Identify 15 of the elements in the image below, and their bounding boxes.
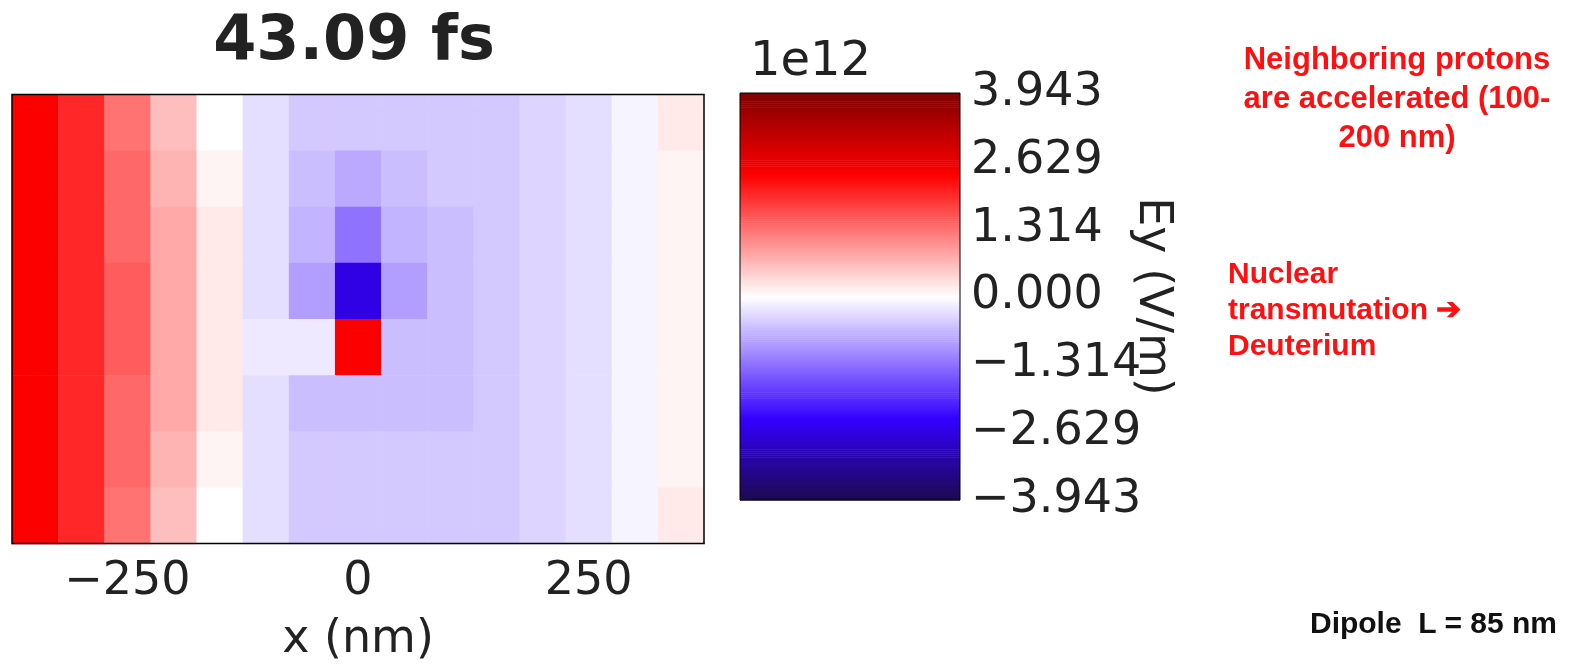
color-bar-label: 2.629 (971, 129, 1103, 184)
color-bar-label: 1.314 (971, 197, 1103, 252)
color-bar-label: 0.000 (971, 265, 1103, 320)
text: 1e12 (750, 30, 872, 86)
x-tick-label: 0 (343, 551, 373, 606)
text: Dipole L = 85 nm (1309, 606, 1557, 640)
x-tick-label: 250 (544, 551, 633, 606)
text: Nuclear transmutation ➔ Deuterium (1228, 255, 1463, 363)
chart-title: 43.09 fs (213, 1, 495, 75)
color-bar-label: −3.943 (971, 468, 1142, 523)
x-axis-title: x (nm) (282, 609, 434, 664)
x-tick-label: −250 (64, 551, 191, 606)
color-bar-label: 3.943 (971, 61, 1103, 116)
text: Neighboring protons are accelerated (100-200 nm) (1242, 40, 1552, 156)
color-bar-label: −2.629 (971, 401, 1142, 456)
